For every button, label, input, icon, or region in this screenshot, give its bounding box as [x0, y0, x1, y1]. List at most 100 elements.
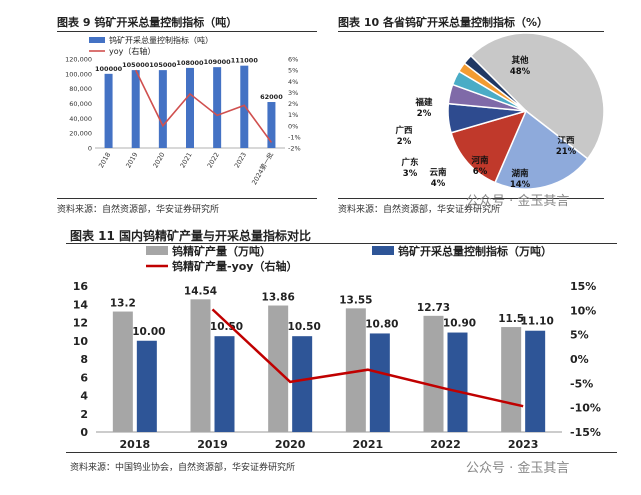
y-right-tick-label: -1%: [288, 133, 301, 141]
data-label: 109000: [204, 58, 232, 66]
data-label: 62000: [260, 93, 283, 101]
bar-quota: [525, 330, 546, 432]
watermark-bottom: 公众号 · 金玉其言: [466, 461, 570, 476]
pie-slice-name: 广西: [395, 125, 413, 136]
x-tick-label: 2021: [353, 438, 384, 449]
x-tick-label: 2022: [430, 438, 461, 449]
divider: [338, 198, 604, 199]
chart-figure9: 0 20,000 40,000 60,000 80,000 100,000 120,000 -…: [65, 35, 301, 186]
y-right-tick-label: 5%: [570, 329, 589, 342]
x-tick-label: 2023: [233, 151, 248, 169]
data-label-quota: 10.90: [443, 318, 476, 330]
y-left-tick-label: 80,000: [69, 85, 92, 93]
divider: [57, 31, 317, 32]
pie-slice-value: 48%: [510, 67, 531, 77]
pie-slice-name: 其他: [511, 55, 529, 66]
y-right-tick-label: -15%: [570, 426, 601, 439]
x-tick-label: 2021: [179, 151, 194, 169]
bar-quota: [214, 336, 235, 432]
y-right-tick-label: 0%: [288, 122, 298, 130]
data-label-production: 13.2: [110, 298, 136, 310]
y-left-tick-label: 14: [73, 298, 89, 311]
pie-slice-name: 河南: [471, 155, 489, 166]
pie-slice-name: 广东: [401, 157, 419, 168]
legend-swatch-quota: [372, 246, 394, 255]
x-tick-label: 2022: [206, 151, 221, 169]
y-right-tick-label: 1%: [288, 111, 298, 119]
x-tick-label: 2018: [97, 151, 112, 169]
y-left-tick-label: 2: [80, 408, 88, 421]
bar: [158, 70, 167, 148]
y-left-tick-label: 40,000: [69, 115, 92, 123]
legend-swatch-production: [146, 246, 168, 255]
yoy-line: [134, 69, 273, 143]
pie-slice: [469, 33, 605, 160]
x-tick-label: 2019: [124, 151, 139, 169]
y-left-tick-label: 20,000: [69, 130, 92, 138]
figure11-source: 资料来源：中国钨业协会，自然资源部，华安证券研究所: [70, 463, 296, 473]
data-label: 105000: [122, 61, 150, 69]
figure9-title: 图表 9 钨矿开采总量控制指标（吨）: [57, 16, 238, 29]
y-right-tick-label: -10%: [570, 402, 601, 415]
y-right-tick-label: 10%: [570, 304, 596, 317]
bar: [240, 65, 249, 148]
y-left-tick-label: 10: [73, 335, 89, 348]
y-left-tick-label: 0: [80, 426, 88, 439]
bar: [267, 102, 276, 148]
figure11-title: 图表 11 国内钨精矿产量与开采总量指标对比: [70, 229, 312, 243]
y-left-tick-label: 4: [80, 390, 88, 403]
y-right-tick-label: -2%: [288, 145, 301, 153]
legend-label: yoy（右轴）: [109, 46, 155, 56]
x-tick-label: 2019: [197, 438, 228, 449]
data-label-production: 12.73: [417, 302, 450, 314]
pie-slice-name: 云南: [429, 167, 447, 178]
bar-quota: [447, 332, 468, 432]
figure10-source: 资料来源：自然资源部，华安证券研究所: [338, 205, 501, 215]
pie-slice-value: 2%: [417, 109, 432, 119]
legend-label: 钨矿开采总量控制指标（万吨）: [398, 244, 552, 258]
data-label-quota: 11.10: [521, 316, 554, 328]
pie-slice: [463, 54, 527, 112]
y-right-tick-label: 2%: [288, 100, 298, 108]
y-right-tick-label: 6%: [288, 56, 298, 64]
y-right-tick-label: 5%: [288, 67, 298, 75]
y-left-tick-label: 8: [80, 353, 88, 366]
x-tick-label: 2024第一批: [249, 150, 275, 186]
bar: [131, 70, 140, 148]
divider: [66, 243, 617, 244]
figure10-title: 图表 10 各省钨矿开采总量控制指标（%）: [338, 16, 548, 29]
data-label-production: 11.5: [498, 313, 524, 325]
bar-production: [112, 311, 133, 432]
bar-quota: [136, 340, 157, 432]
data-label-quota: 10.00: [132, 326, 165, 338]
watermark-top: 公众号 · 金玉其言: [466, 194, 570, 209]
data-label: 105000: [149, 61, 177, 69]
bar: [104, 73, 113, 148]
legend-label: 钨矿开采总量控制指标（吨）: [109, 35, 213, 45]
pie-slice-name: 福建: [414, 97, 433, 108]
chart-figure11: 0 2 4 6 8 10 12 14 16 -15% -10% -5% 0% 5% 10% 15% 13.2 10…: [73, 244, 601, 449]
y-left-tick-label: 12: [73, 317, 88, 330]
data-label-quota: 10.50: [288, 321, 321, 333]
pie-slice-value: 6%: [473, 167, 488, 177]
bar-production: [190, 299, 211, 432]
y-left-tick-label: 120,000: [65, 56, 92, 64]
bar-production: [345, 308, 366, 432]
bar-production: [423, 315, 444, 432]
pie-slice-value: 4%: [431, 179, 446, 189]
data-label: 108000: [176, 59, 204, 67]
figure9-source: 资料来源：自然资源部，华安证券研究所: [57, 205, 220, 215]
y-left-tick-label: 16: [73, 280, 89, 293]
data-label-production: 13.55: [339, 294, 372, 306]
bar-quota: [292, 336, 313, 432]
pie-slice-value: 14%: [510, 180, 531, 190]
y-left-tick-label: 0: [88, 145, 92, 153]
pie-slice-name: 江西: [557, 135, 575, 146]
bar-quota: [369, 333, 390, 432]
x-tick-label: 2020: [151, 151, 166, 169]
yoy-line: [211, 308, 524, 408]
divider: [57, 198, 317, 199]
bar: [186, 67, 194, 148]
x-tick-label: 2020: [275, 438, 306, 449]
bar: [213, 67, 222, 148]
